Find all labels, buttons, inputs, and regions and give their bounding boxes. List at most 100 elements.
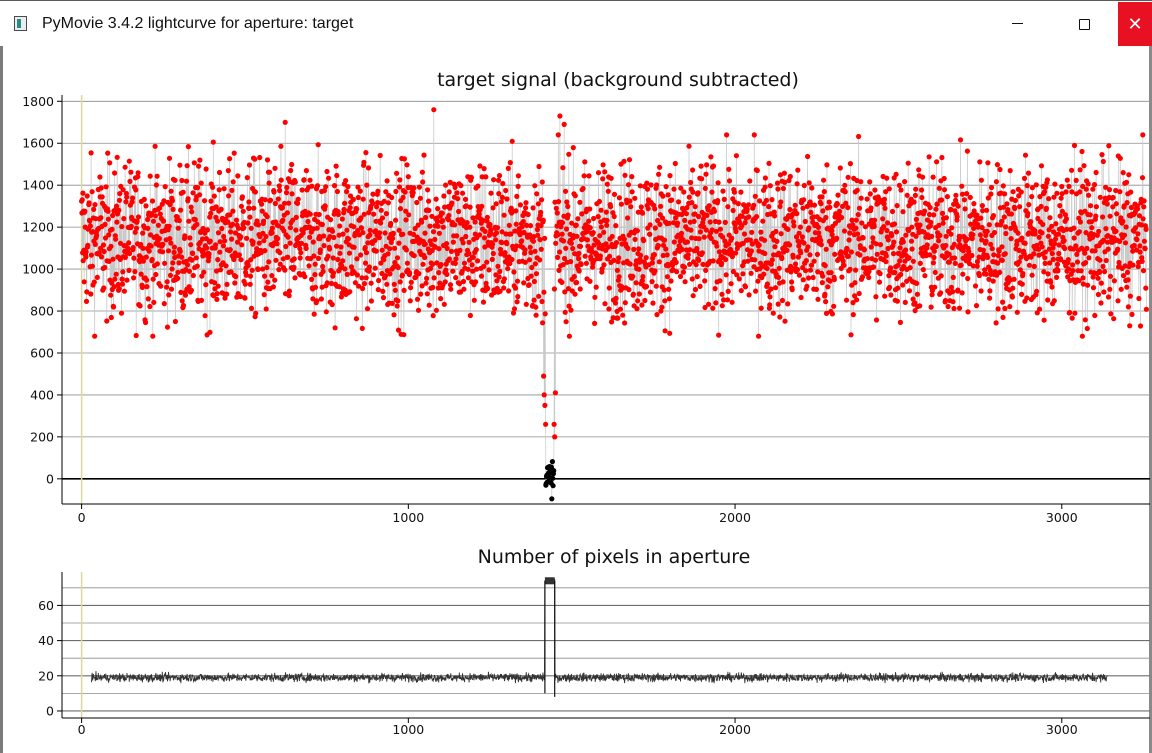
signal-point (118, 310, 125, 316)
signal-point (527, 244, 533, 250)
signal-point (560, 262, 566, 268)
signal-point (706, 301, 712, 307)
signal-point (608, 204, 614, 210)
close-button[interactable]: ✕ (1118, 2, 1152, 46)
signal-point (775, 301, 781, 307)
signal-point (1100, 158, 1106, 165)
signal-point (887, 284, 893, 290)
signal-point (821, 177, 827, 183)
maximize-button[interactable] (1055, 2, 1113, 46)
signal-point (299, 187, 305, 193)
signal-point (640, 274, 646, 280)
signal-point (552, 434, 558, 440)
signal-x-tick-label: 2000 (719, 510, 751, 525)
signal-point (470, 215, 476, 221)
signal-point (148, 211, 155, 217)
signal-point (415, 307, 422, 313)
signal-point (318, 296, 324, 302)
signal-point (805, 244, 811, 250)
signal-point (121, 288, 127, 294)
signal-point (829, 228, 835, 234)
signal-point (991, 229, 998, 236)
signal-point (519, 224, 525, 230)
signal-point (454, 251, 460, 257)
signal-point (440, 224, 446, 230)
signal-point (823, 299, 829, 305)
signal-point (375, 200, 381, 206)
signal-point (760, 218, 766, 224)
signal-point (202, 313, 208, 319)
signal-point (913, 216, 920, 222)
signal-point (248, 225, 254, 231)
signal-point (342, 266, 348, 272)
signal-point (334, 188, 340, 195)
signal-point (513, 208, 519, 214)
signal-point (80, 190, 86, 196)
signal-point (490, 250, 496, 257)
signal-point (385, 251, 391, 257)
signal-point (1137, 243, 1143, 249)
signal-point (911, 199, 917, 205)
signal-point (232, 280, 238, 286)
signal-point (710, 163, 717, 169)
signal-point (1143, 285, 1149, 291)
signal-point (826, 199, 832, 205)
signal-point (395, 264, 401, 271)
signal-point (1010, 189, 1016, 195)
signal-point (957, 242, 963, 248)
signal-point (710, 258, 716, 264)
signal-point (551, 286, 558, 292)
signal-point (494, 225, 501, 231)
signal-point (403, 217, 409, 223)
window-titlebar[interactable]: PyMovie 3.4.2 lightcurve for aperture: t… (0, 1, 1152, 46)
signal-point (523, 301, 529, 307)
signal-point (345, 184, 351, 190)
signal-point (560, 238, 567, 244)
signal-point (983, 232, 989, 238)
signal-point (1073, 243, 1079, 249)
signal-point (978, 288, 984, 294)
signal-point (491, 290, 497, 296)
signal-point (845, 204, 851, 211)
signal-point (533, 271, 540, 277)
signal-point (365, 165, 372, 171)
signal-point (1032, 231, 1038, 237)
signal-point (787, 206, 793, 213)
signal-point (1135, 206, 1141, 212)
signal-point (184, 262, 191, 268)
signal-point (1074, 251, 1080, 257)
signal-point (577, 199, 583, 205)
signal-point (1064, 226, 1070, 232)
signal-point (151, 299, 157, 305)
signal-plot[interactable]: target signal (background subtracted) 02… (22, 69, 1150, 525)
minimize-button[interactable] (988, 2, 1046, 46)
signal-point (801, 197, 807, 203)
signal-point (323, 309, 329, 315)
signal-point (721, 196, 727, 202)
signal-point (471, 297, 477, 303)
signal-point (1095, 291, 1101, 298)
signal-point (708, 154, 714, 160)
signal-point (154, 173, 160, 179)
signal-point (481, 235, 488, 241)
signal-point (612, 300, 619, 306)
signal-point (988, 184, 995, 191)
signal-point (917, 222, 923, 228)
signal-point (1120, 273, 1127, 279)
signal-point (855, 231, 861, 237)
signal-point (305, 218, 311, 225)
signal-point (881, 196, 888, 202)
signal-point (127, 178, 133, 184)
signal-point (780, 185, 787, 192)
signal-point (455, 196, 461, 202)
signal-point (514, 299, 520, 305)
signal-point (804, 283, 810, 289)
signal-point (254, 246, 260, 252)
signal-point (91, 279, 97, 285)
signal-point (933, 243, 939, 250)
signal-point (1092, 248, 1098, 254)
signal-point (109, 280, 115, 286)
signal-point (788, 269, 794, 275)
signal-point (1093, 213, 1099, 219)
